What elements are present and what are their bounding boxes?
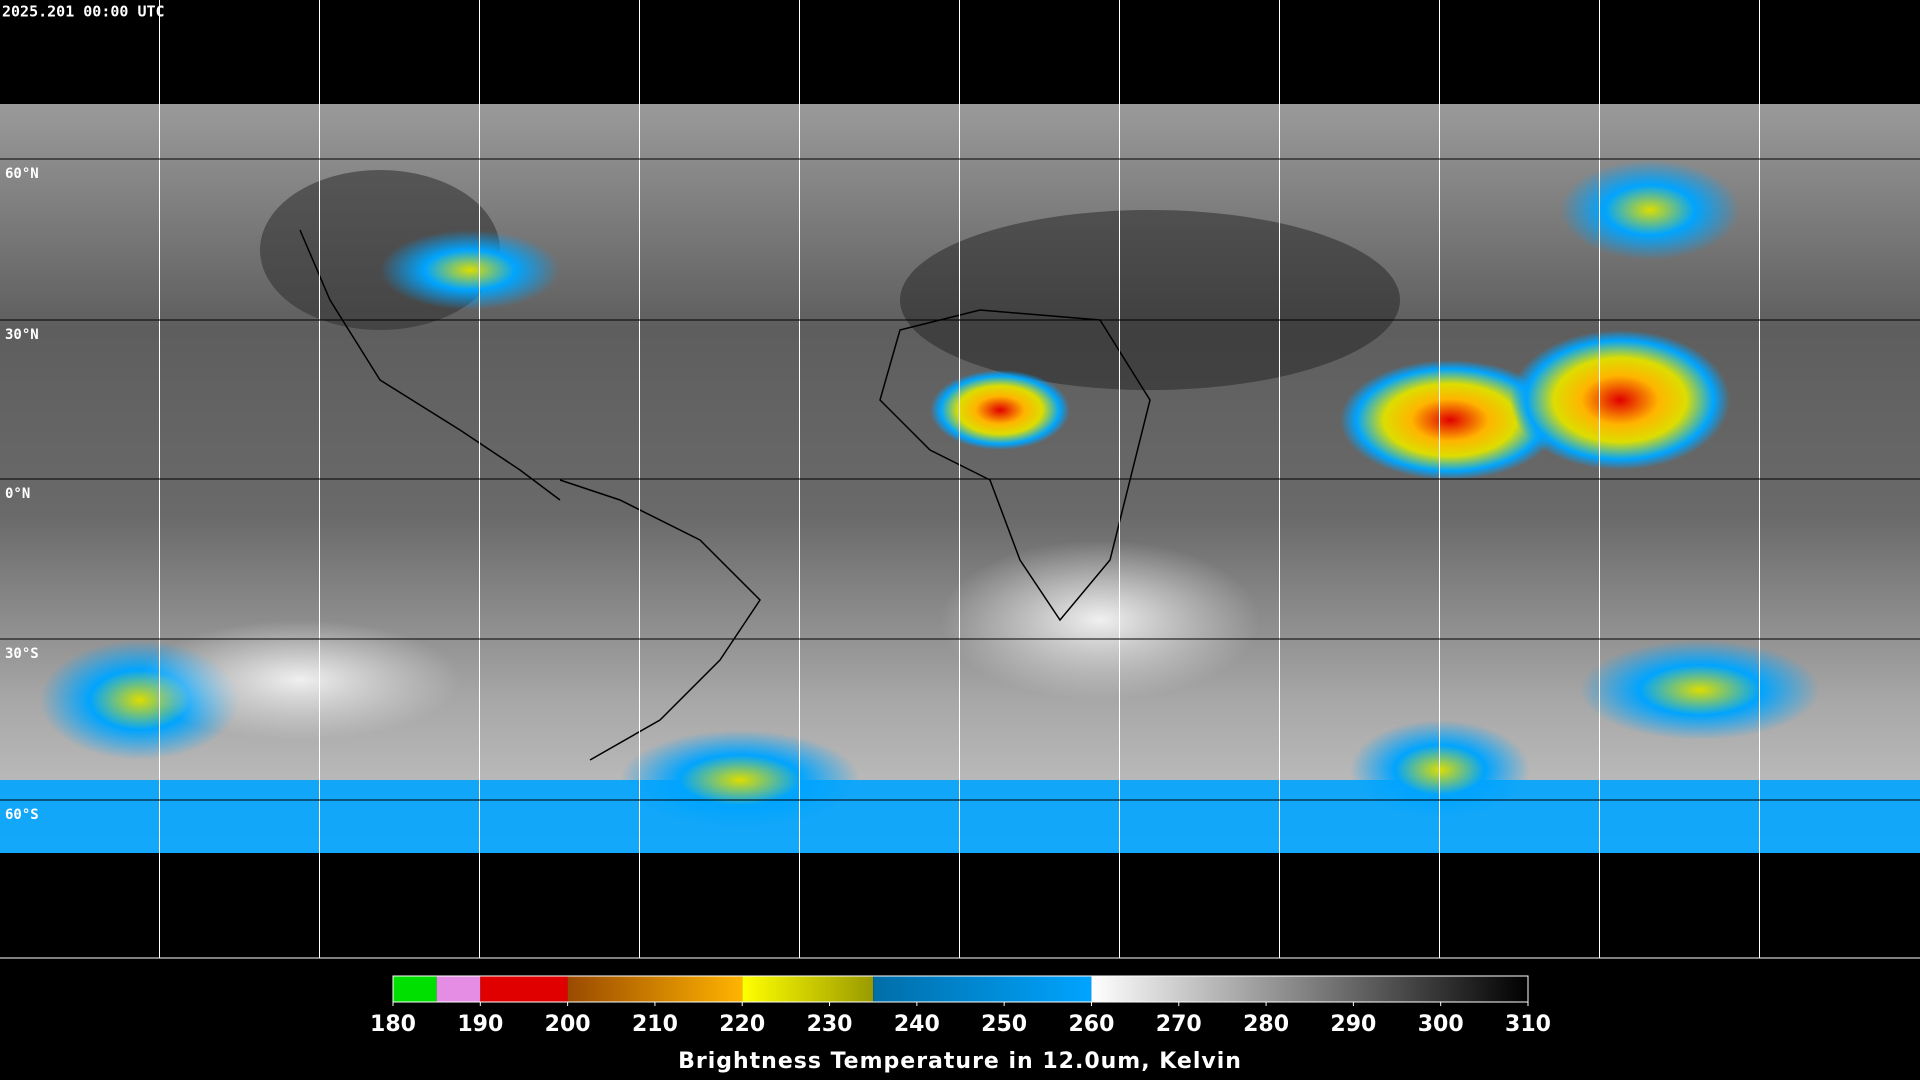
latitude-label: 30°S <box>5 646 39 662</box>
cloud <box>940 540 1260 700</box>
colorbar-tick-label: 280 <box>1243 1012 1289 1037</box>
cloud-band <box>380 230 560 310</box>
colorbar-tick-label: 300 <box>1418 1012 1464 1037</box>
latitude-label: 60°N <box>5 166 39 182</box>
timestamp: 2025.201 00:00 UTC <box>2 3 165 21</box>
colorbar-tick-label: 210 <box>632 1012 678 1037</box>
graticule: 60°N 30°N 0°N 30°S 60°S <box>0 0 1920 959</box>
colorbar-segment <box>393 976 437 1002</box>
colorbar-tick-label: 180 <box>370 1012 416 1037</box>
dry-region <box>900 210 1400 390</box>
colorbar-tick-label: 290 <box>1330 1012 1376 1037</box>
colorbar-tick-label: 190 <box>457 1012 503 1037</box>
colorbar-frame <box>392 975 1529 1003</box>
colorbar-tick-label: 240 <box>894 1012 940 1037</box>
convection <box>1340 360 1560 480</box>
convection <box>930 370 1070 450</box>
cloud-band <box>1560 160 1740 260</box>
cloud <box>140 620 460 740</box>
colorbar-segment <box>873 976 1092 1002</box>
cloud-band <box>1580 640 1820 740</box>
latitude-label: 0°N <box>5 486 30 502</box>
colorbar-tick-label: 200 <box>545 1012 591 1037</box>
coastline <box>879 309 1151 622</box>
colorbar: 180 190 200 210 220 230 240 250 260 270 280 290 300 3… <box>370 975 1551 1037</box>
colorbar-tick-label: 250 <box>981 1012 1027 1037</box>
colorbar-segment <box>436 976 481 1002</box>
colorbar-tick-label: 230 <box>807 1012 853 1037</box>
colorbar-tick-label: 260 <box>1068 1012 1114 1037</box>
convection <box>1510 330 1730 470</box>
colorbar-segment <box>1091 976 1528 1002</box>
coastline <box>299 229 761 761</box>
latitude-label: 60°S <box>5 807 39 823</box>
cloud-band <box>620 730 860 830</box>
colorbar-title: Brightness Temperature in 12.0um, Kelvin <box>678 1049 1242 1074</box>
colorbar-segment <box>742 976 874 1002</box>
latitude-label: 30°N <box>5 327 39 343</box>
colorbar-tick-label: 270 <box>1156 1012 1202 1037</box>
colorbar-tick-label: 310 <box>1505 1012 1551 1037</box>
colorbar-tick-label: 220 <box>719 1012 765 1037</box>
colorbar-segment <box>567 976 743 1002</box>
colorbar-segment <box>480 976 568 1002</box>
